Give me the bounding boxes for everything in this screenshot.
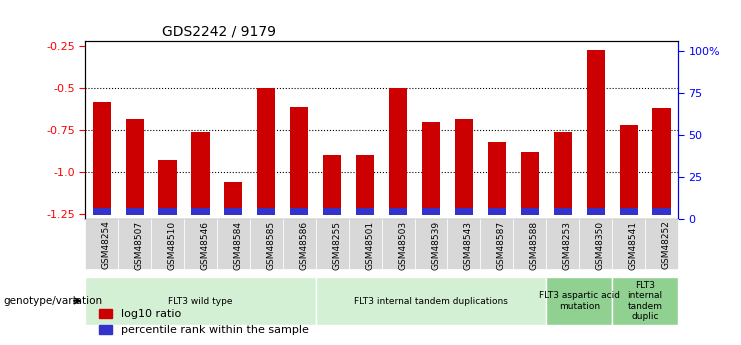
Text: FLT3
internal
tandem
duplic: FLT3 internal tandem duplic [628,281,662,321]
Bar [389,208,407,215]
FancyBboxPatch shape [184,219,217,269]
Bar [93,102,110,215]
Bar [323,208,342,215]
Bar [225,208,242,215]
Bar [290,107,308,215]
FancyBboxPatch shape [250,219,283,269]
Bar [422,122,440,215]
Text: GSM48584: GSM48584 [233,220,242,269]
Text: FLT3 aspartic acid
mutation: FLT3 aspartic acid mutation [539,291,619,311]
Bar [159,160,176,215]
Text: GSM48546: GSM48546 [201,220,210,269]
Text: GSM48253: GSM48253 [562,220,572,269]
Text: GSM48501: GSM48501 [365,220,374,270]
Bar [225,182,242,215]
FancyBboxPatch shape [151,219,184,269]
Bar [488,208,506,215]
Text: GSM48255: GSM48255 [332,220,341,269]
FancyBboxPatch shape [217,219,250,269]
FancyBboxPatch shape [118,219,151,269]
Text: GSM48585: GSM48585 [266,220,276,270]
Text: FLT3 internal tandem duplications: FLT3 internal tandem duplications [354,296,508,306]
Text: GSM48586: GSM48586 [299,220,308,270]
Text: GSM48541: GSM48541 [628,220,637,269]
Text: GSM48350: GSM48350 [596,220,605,270]
FancyBboxPatch shape [514,219,546,269]
FancyBboxPatch shape [612,219,645,269]
Bar [422,208,440,215]
Bar [125,118,144,215]
Text: FLT3 wild type: FLT3 wild type [168,296,233,306]
Text: genotype/variation: genotype/variation [4,296,103,306]
Bar [455,208,473,215]
FancyBboxPatch shape [349,219,382,269]
FancyBboxPatch shape [85,219,118,269]
Bar [257,208,276,215]
Bar [619,208,638,215]
Bar [455,118,473,215]
Text: GSM48510: GSM48510 [167,220,176,270]
Text: GSM48543: GSM48543 [464,220,473,269]
Bar [521,152,539,215]
Bar [554,132,572,215]
Text: GSM48252: GSM48252 [662,220,671,269]
FancyBboxPatch shape [546,277,612,325]
Text: GSM48539: GSM48539 [431,220,440,270]
Bar [125,208,144,215]
FancyBboxPatch shape [85,277,316,325]
FancyBboxPatch shape [448,219,480,269]
Bar [356,155,374,215]
Bar [93,208,110,215]
FancyBboxPatch shape [645,219,678,269]
Bar [323,155,342,215]
FancyBboxPatch shape [579,219,612,269]
Bar [257,88,276,215]
Bar [488,142,506,215]
FancyBboxPatch shape [612,277,678,325]
Bar [356,208,374,215]
FancyBboxPatch shape [316,219,349,269]
Bar [290,208,308,215]
Bar [619,125,638,215]
Text: GSM48588: GSM48588 [530,220,539,270]
Legend: log10 ratio, percentile rank within the sample: log10 ratio, percentile rank within the … [94,304,313,339]
Bar [159,208,176,215]
Bar [587,208,605,215]
Bar [653,108,671,215]
Bar [554,208,572,215]
Text: GSM48507: GSM48507 [135,220,144,270]
Text: GDS2242 / 9179: GDS2242 / 9179 [162,25,276,39]
Bar [521,208,539,215]
Bar [191,132,210,215]
FancyBboxPatch shape [480,219,514,269]
FancyBboxPatch shape [382,219,414,269]
Bar [587,50,605,215]
Text: GSM48254: GSM48254 [102,220,110,269]
Text: GSM48587: GSM48587 [497,220,506,270]
Bar [389,88,407,215]
FancyBboxPatch shape [283,219,316,269]
FancyBboxPatch shape [546,219,579,269]
FancyBboxPatch shape [316,277,546,325]
Bar [653,208,671,215]
FancyBboxPatch shape [414,219,448,269]
Text: GSM48503: GSM48503 [398,220,407,270]
Bar [191,208,210,215]
